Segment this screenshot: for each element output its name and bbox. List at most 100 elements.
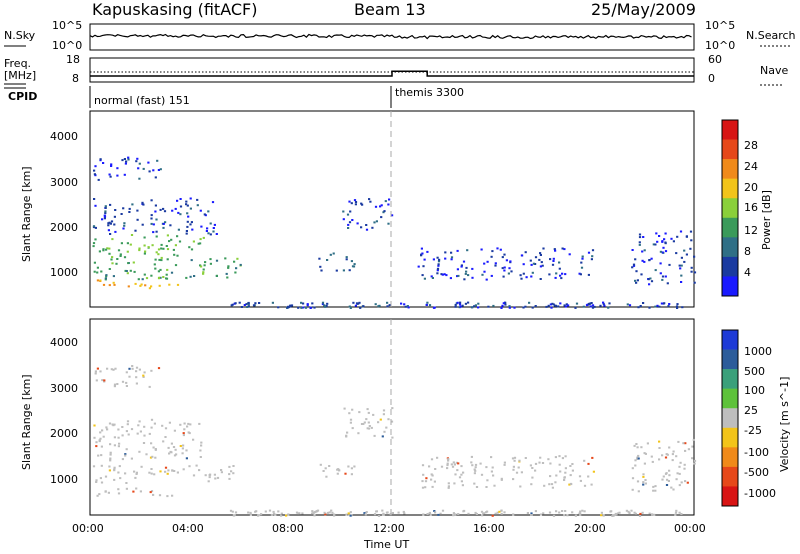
power-cell: [661, 240, 664, 243]
power-cell: [107, 229, 110, 232]
power-cell: [92, 245, 95, 248]
power-cell: [196, 198, 199, 201]
velocity-cell: [658, 458, 661, 461]
power-cell: [436, 256, 439, 259]
power-cell: [560, 277, 563, 280]
velocity-cell: [135, 366, 139, 369]
power-cell: [160, 256, 163, 259]
power-cell: [662, 246, 665, 249]
velocity-cell: [143, 425, 146, 428]
power-cell: [551, 263, 555, 266]
velocity-cell: [600, 514, 603, 517]
power-cell: [362, 305, 365, 308]
power-cell: [564, 305, 567, 308]
velocity-cell: [125, 385, 128, 387]
velocity-cell: [458, 476, 462, 479]
power-cell: [603, 304, 606, 307]
velocity-cell: [454, 473, 457, 476]
power-cell: [492, 304, 495, 307]
velocity-cell: [121, 434, 124, 437]
freq-tick-top: 18: [66, 53, 80, 66]
power-cell: [150, 222, 153, 225]
power-cell: [102, 283, 106, 286]
power-cell: [185, 203, 188, 206]
velocity-cell: [574, 514, 577, 517]
power-cell: [387, 203, 390, 206]
power-cell: [539, 252, 542, 255]
velocity-cell: [368, 425, 371, 427]
velocity-cell: [453, 463, 456, 466]
power-cell: [679, 267, 682, 270]
power-cell: [640, 273, 643, 276]
velocity-cell: [642, 481, 645, 484]
velocity-cell: [101, 379, 104, 382]
velocity-cell: [301, 512, 304, 515]
velocity-colorbar: 1000 500 100 25 -25 -100 -500 -1000 Velo…: [721, 329, 791, 507]
power-cell: [520, 254, 523, 257]
velocity-cell: [100, 464, 103, 467]
power-cell: [125, 160, 128, 163]
power-cell: [608, 302, 611, 305]
power-cell: [454, 305, 457, 308]
velocity-cell: [138, 368, 141, 371]
velocity-cell: [135, 487, 138, 490]
velocity-cell: [433, 480, 436, 483]
power-cell: [568, 253, 571, 256]
velocity-cell: [151, 455, 154, 458]
power-cell: [456, 268, 459, 271]
power-cell: [457, 274, 460, 277]
velocity-cell: [153, 422, 156, 425]
velocity-cell: [204, 474, 207, 477]
velocity-cell: [126, 423, 129, 426]
velocity-cell: [113, 468, 116, 471]
velocity-cell: [563, 476, 566, 479]
velocity-cell: [431, 474, 434, 477]
velocity-cell: [671, 459, 674, 462]
velocity-cell: [587, 475, 590, 478]
power-cell: [157, 248, 161, 251]
power-cell: [147, 246, 150, 249]
power-cell: [104, 212, 107, 215]
power-cell: [188, 246, 191, 249]
power-cell: [553, 248, 556, 251]
velocity-cell: [627, 510, 630, 513]
power-cell: [421, 274, 424, 277]
velocity-cell: [152, 493, 155, 496]
velocity-cell: [366, 408, 369, 411]
velocity-cell: [247, 511, 250, 514]
power-cell: [680, 274, 683, 277]
power-cell: [160, 247, 163, 250]
velocity-cell: [460, 465, 463, 468]
power-cbar-tick-20: 20: [744, 181, 758, 194]
power-cell: [246, 306, 249, 308]
velocity-cell: [691, 445, 694, 448]
velocity-cell: [379, 418, 382, 421]
velocity-cell: [452, 512, 455, 515]
power-ytick-2000: 2000: [50, 221, 78, 234]
power-cell: [530, 263, 533, 266]
power-cell: [179, 205, 183, 208]
power-cell: [580, 266, 584, 269]
velocity-cell: [106, 428, 109, 431]
power-cell: [122, 227, 125, 230]
power-cell: [176, 283, 180, 286]
velocity-cell: [563, 479, 566, 481]
velocity-cell: [136, 432, 139, 435]
power-cell: [134, 282, 137, 285]
velocity-cbar-label: Velocity [m s^-1]: [778, 377, 791, 472]
power-cell: [494, 262, 497, 265]
power-cell: [524, 251, 527, 254]
velocity-cell: [199, 449, 202, 452]
power-cell: [190, 248, 194, 251]
power-cell: [127, 158, 130, 161]
power-colorbar: 28 24 20 16 12 8 4 Power [dB]: [721, 119, 773, 297]
velocity-cell: [475, 486, 479, 488]
power-cell: [371, 226, 374, 229]
velocity-cell: [118, 465, 121, 468]
velocity-cell: [113, 385, 116, 388]
power-cell: [563, 248, 566, 251]
velocity-cell: [198, 469, 201, 472]
power-cell: [202, 272, 205, 275]
velocity-cell: [530, 514, 533, 516]
